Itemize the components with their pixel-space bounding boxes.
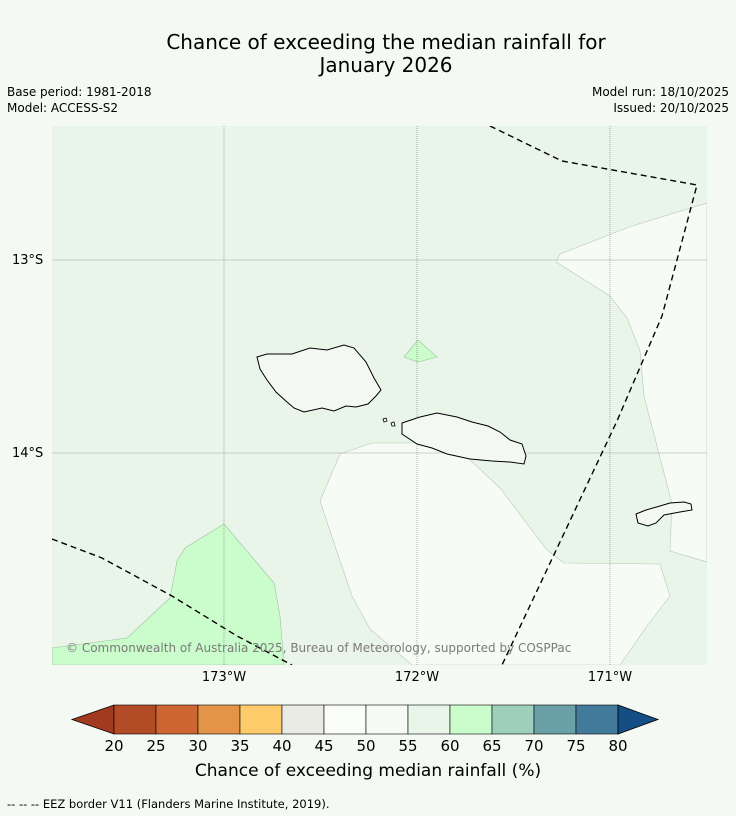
colorbar-tick-40: 40 (272, 737, 292, 755)
savaii-island (256, 344, 382, 413)
lon-label-171w: 171°W (587, 670, 633, 685)
eez-border-west (51, 538, 293, 666)
eez-footnote: -- -- -- EEZ border V11 (Flanders Marine… (7, 797, 330, 811)
chart-title: Chance of exceeding the median rainfall … (0, 31, 736, 77)
colorbar-over-arrow (617, 704, 660, 735)
colorbar-tick-30: 30 (188, 737, 208, 755)
colorbar-tick-20: 20 (104, 737, 124, 755)
islet-2 (390, 421, 396, 427)
colorbar-label: Chance of exceeding median rainfall (%) (194, 761, 542, 781)
colorbar-segment-60-65 (449, 704, 493, 735)
tutuila-island (635, 501, 693, 527)
colorbar-segment-70-75 (533, 704, 577, 735)
colorbar-segment-40-45 (281, 704, 325, 735)
colorbar-tick-35: 35 (230, 737, 250, 755)
model-run-text: Model run: 18/10/2025 (591, 85, 729, 99)
colorbar-segment-35-40 (239, 704, 283, 735)
colorbar-segment-20-25 (113, 704, 157, 735)
lon-label-172w: 172°W (394, 670, 440, 685)
model-text: Model: ACCESS-S2 (7, 101, 119, 115)
base-period-text: Base period: 1981-2018 (7, 85, 152, 99)
copyright-text: © Commonwealth of Australia 2025, Bureau… (66, 641, 572, 655)
lon-label-173w: 173°W (201, 670, 247, 685)
colorbar-segment-45-50 (323, 704, 367, 735)
colorbar-segment-50-55 (365, 704, 409, 735)
issued-text: Issued: 20/10/2025 (613, 101, 729, 115)
colorbar-tick-55: 55 (398, 737, 418, 755)
islet-1 (382, 417, 388, 423)
colorbar-tick-65: 65 (482, 737, 502, 755)
map-svg (51, 125, 708, 666)
colorbar-tick-80: 80 (608, 737, 628, 755)
region-60-65-small (403, 339, 438, 363)
colorbar-svg (70, 704, 660, 735)
colorbar-under-arrow (70, 704, 115, 735)
colorbar-tick-60: 60 (440, 737, 460, 755)
region-50-55-south (319, 442, 671, 666)
colorbar-tick-75: 75 (566, 737, 586, 755)
colorbar-segment-55-60 (407, 704, 451, 735)
map-panel (51, 125, 708, 666)
colorbar-tick-70: 70 (524, 737, 544, 755)
colorbar-segment-65-70 (491, 704, 535, 735)
parallels (52, 259, 707, 454)
title-line-2: January 2026 (319, 53, 453, 77)
lat-label-14s: 14°S (12, 446, 44, 461)
colorbar-tick-50: 50 (356, 737, 376, 755)
title-line-1: Chance of exceeding the median rainfall … (166, 30, 606, 54)
lat-label-13s: 13°S (12, 253, 44, 268)
colorbar-segment-25-30 (155, 704, 199, 735)
region-50-55-east (555, 202, 708, 563)
colorbar-segment-30-35 (197, 704, 241, 735)
meta-right: Model run: 18/10/2025 Issued: 20/10/2025 (592, 84, 729, 116)
upolu-island (401, 412, 527, 465)
colorbar-tick-45: 45 (314, 737, 334, 755)
eez-border-east (489, 125, 698, 666)
colorbar-segment-75-80 (575, 704, 619, 735)
colorbar-tick-25: 25 (146, 737, 166, 755)
colorbar (70, 703, 666, 739)
meta-left: Base period: 1981-2018 Model: ACCESS-S2 (7, 84, 152, 116)
